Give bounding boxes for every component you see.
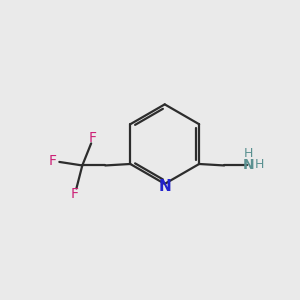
- Text: N: N: [243, 158, 254, 172]
- Text: N: N: [158, 179, 171, 194]
- Text: H: H: [244, 147, 253, 160]
- Text: F: F: [49, 154, 57, 168]
- Text: H: H: [255, 158, 264, 171]
- Text: F: F: [71, 187, 79, 201]
- Text: F: F: [88, 131, 97, 145]
